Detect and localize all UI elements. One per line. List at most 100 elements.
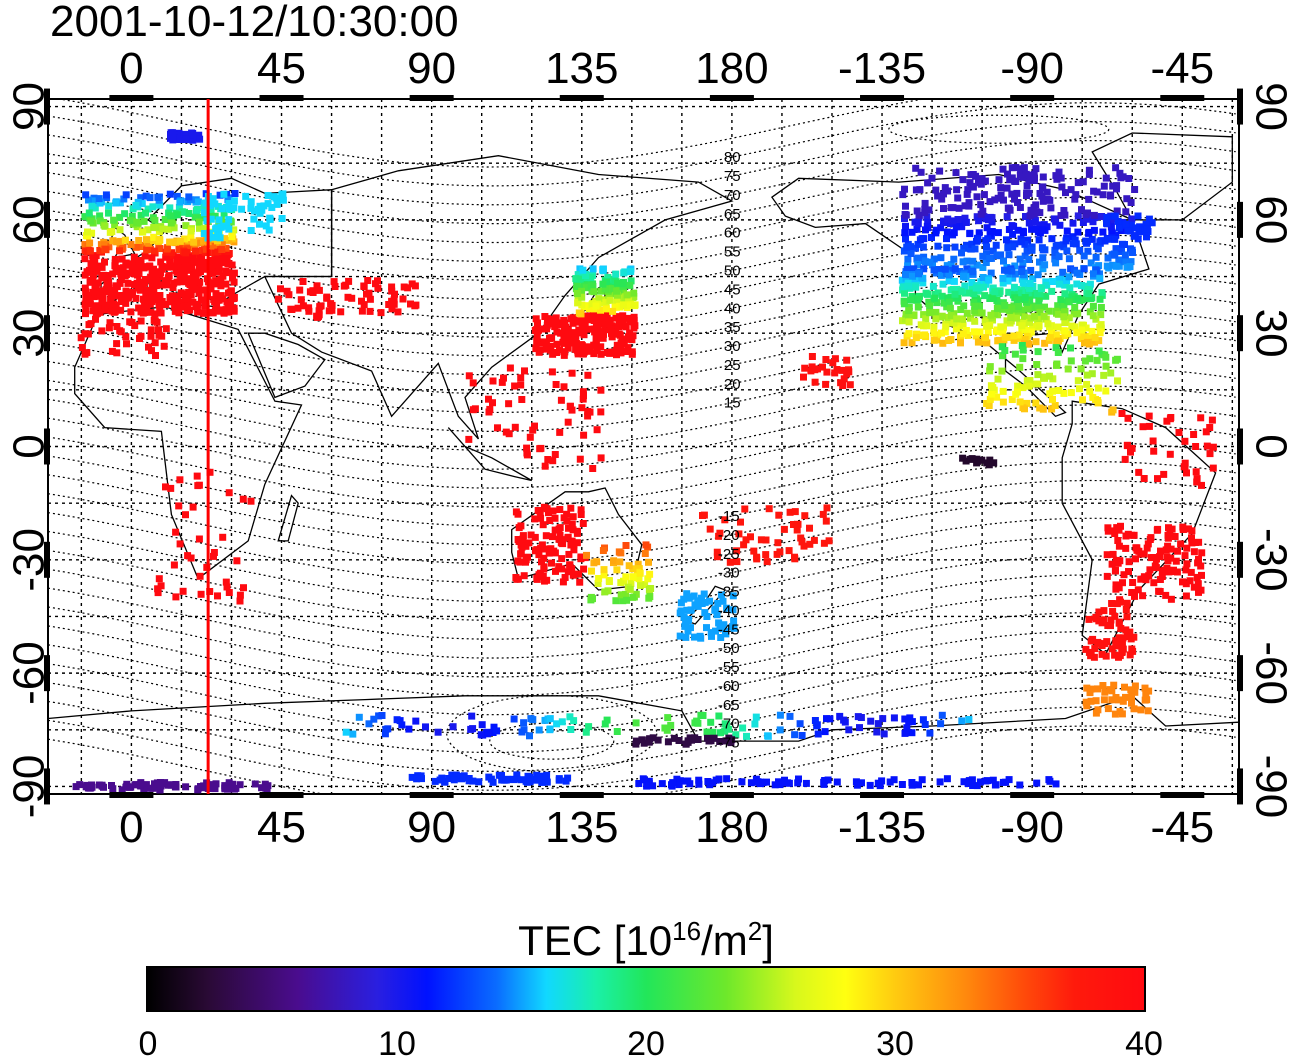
tec-pixel (330, 278, 338, 286)
magnetic-contour (48, 347, 1236, 433)
tec-pixel (624, 344, 632, 352)
tec-pixel (668, 782, 676, 790)
bottom-tick (709, 792, 754, 798)
tec-pixel (691, 633, 698, 641)
tec-pixel (1039, 265, 1047, 273)
tec-pixel (582, 272, 589, 280)
tec-pixel (1000, 196, 1007, 204)
tec-pixel (1090, 187, 1098, 195)
tec-pixel (1115, 634, 1123, 642)
tec-pixel (1099, 682, 1107, 689)
tec-pixel (629, 593, 637, 601)
tec-pixel (953, 186, 961, 194)
tec-pixel (1132, 224, 1140, 232)
maglat-label: -30 (718, 565, 740, 582)
tec-pixel (1111, 612, 1119, 620)
tec-pixel (327, 300, 335, 308)
magnetic-contour (48, 215, 1236, 300)
tec-pixel (1182, 580, 1190, 588)
tec-pixel (381, 730, 389, 738)
tec-pixel (1012, 314, 1020, 322)
tec-pixel (900, 283, 908, 291)
tec-pixel (1193, 573, 1201, 581)
tec-pixel (951, 265, 959, 273)
tec-pixel (531, 422, 538, 430)
tec-pixel (210, 549, 218, 556)
tec-pixel (1124, 414, 1132, 422)
tec-pixel (820, 539, 828, 547)
tec-pixel (589, 465, 597, 472)
tec-pixel (81, 330, 89, 338)
tec-pixel (94, 303, 101, 311)
tec-pixel (422, 723, 429, 731)
tec-pixel (747, 533, 754, 541)
tec-pixel (926, 258, 934, 266)
tec-pixel (1064, 365, 1072, 373)
tec-pixel (1034, 271, 1042, 279)
tec-pixel (206, 257, 214, 264)
tec-pixel (551, 451, 559, 458)
tec-pixel (993, 393, 1001, 401)
tec-pixel (385, 301, 393, 308)
tec-pixel (1120, 571, 1128, 579)
tec-pixel (211, 212, 219, 220)
tec-pixel (212, 300, 220, 308)
tec-pixel (219, 272, 227, 280)
tec-pixel (206, 588, 214, 595)
tec-pixel (222, 244, 230, 252)
tec-pixel (96, 212, 104, 220)
tec-pixel (196, 278, 204, 286)
tec-pixel (374, 284, 382, 292)
tec-pixel (556, 506, 564, 513)
tec-pixel (1179, 526, 1187, 533)
tec-pixel (568, 520, 576, 528)
tec-pixel (606, 349, 614, 357)
tec-pixel (1170, 566, 1177, 574)
tec-pixel (1026, 280, 1034, 287)
tec-pixel (135, 304, 143, 312)
tec-pixel (120, 195, 128, 203)
tec-pixel (968, 279, 976, 286)
tec-pixel (511, 382, 519, 390)
tec-pixel (374, 277, 381, 285)
tec-pixel (1060, 389, 1068, 397)
lon-label-top: -90 (1000, 44, 1064, 93)
tec-pixel (577, 553, 585, 561)
tec-pixel (570, 546, 578, 554)
magnetic-contour (48, 102, 1236, 187)
tec-pixel (565, 524, 572, 532)
tec-pixel (580, 565, 588, 573)
tec-pixel (81, 300, 89, 308)
tec-pixel (196, 572, 204, 580)
tec-pixel (969, 782, 977, 789)
tec-pixel (1022, 170, 1030, 178)
tec-pixel (1206, 450, 1214, 458)
tec-pixel (142, 192, 150, 200)
tec-pixel (273, 200, 281, 208)
tec-pixel (687, 606, 695, 614)
magnetic-contour (48, 687, 1236, 772)
tec-pixel (597, 350, 605, 358)
tec-pixel (973, 455, 981, 463)
tec-pixel (175, 246, 183, 253)
tec-pixel (1094, 245, 1102, 253)
tec-pixel (131, 262, 139, 270)
tec-pixel (922, 315, 930, 323)
tec-pixel (108, 289, 116, 297)
tec-pixel (96, 199, 104, 207)
tec-pixel (874, 720, 882, 728)
tec-pixel (1065, 298, 1073, 306)
tec-pixel (133, 218, 141, 226)
tec-pixel (1192, 443, 1200, 450)
tec-pixel (412, 717, 420, 725)
tec-pixel (1128, 444, 1136, 452)
tec-pixel (589, 595, 596, 603)
tec-pixel (548, 368, 556, 376)
tec-pixel (167, 219, 175, 227)
tec-pixel (192, 285, 200, 293)
tec-pixel (606, 296, 614, 304)
tec-pixel (215, 263, 223, 271)
tec-pixel (720, 621, 728, 629)
tec-pixel (166, 190, 174, 198)
bottom-tick (1160, 792, 1205, 798)
